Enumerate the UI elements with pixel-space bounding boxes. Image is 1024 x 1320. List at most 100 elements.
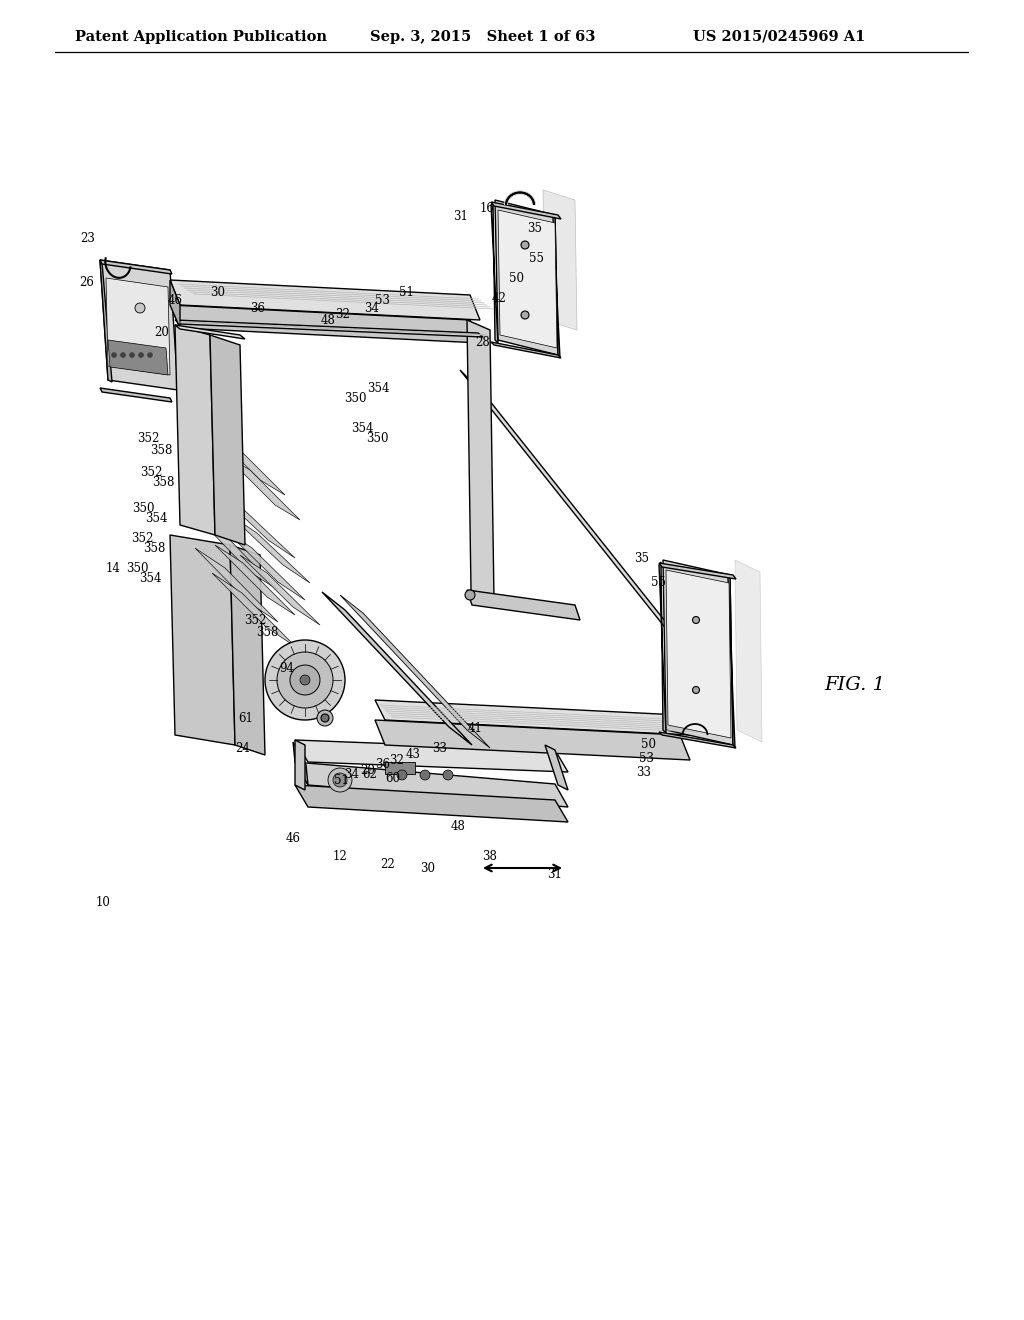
Polygon shape [375,719,690,760]
Polygon shape [240,554,319,624]
Text: 62: 62 [362,767,378,780]
Text: 34: 34 [344,768,359,781]
Polygon shape [215,490,295,558]
Text: 32: 32 [389,754,404,767]
Polygon shape [385,762,415,774]
Text: Sep. 3, 2015   Sheet 1 of 63: Sep. 3, 2015 Sheet 1 of 63 [370,30,595,44]
Circle shape [333,774,347,787]
Text: 61: 61 [239,711,253,725]
Text: FIG. 1: FIG. 1 [824,676,886,694]
Text: 23: 23 [81,231,95,244]
Polygon shape [175,325,245,339]
Text: 60: 60 [385,771,400,784]
Polygon shape [490,342,561,358]
Text: 46: 46 [168,293,182,306]
Circle shape [265,640,345,719]
Polygon shape [553,215,560,358]
Polygon shape [735,560,762,742]
Text: 358: 358 [142,541,165,554]
Polygon shape [375,700,690,735]
Text: 48: 48 [321,314,336,326]
Circle shape [278,652,333,708]
Text: 358: 358 [152,477,174,490]
Circle shape [135,304,145,313]
Text: 350: 350 [132,502,155,515]
Circle shape [465,590,475,601]
Text: US 2015/0245969 A1: US 2015/0245969 A1 [693,30,865,44]
Text: 36: 36 [251,301,265,314]
Polygon shape [170,280,180,327]
Circle shape [328,768,352,792]
Circle shape [443,770,453,780]
Text: 10: 10 [95,895,111,908]
Circle shape [138,352,143,358]
Text: 26: 26 [80,276,94,289]
Text: 38: 38 [482,850,498,862]
Text: Patent Application Publication: Patent Application Publication [75,30,327,44]
Text: 41: 41 [468,722,482,734]
Polygon shape [225,455,300,520]
Text: 31: 31 [454,210,468,223]
Text: 53: 53 [375,293,389,306]
Text: 43: 43 [406,748,421,762]
Polygon shape [210,430,285,495]
Circle shape [147,352,153,358]
Circle shape [300,675,310,685]
Polygon shape [467,590,580,620]
Text: 30: 30 [211,286,225,300]
Text: 352: 352 [140,466,162,479]
Polygon shape [543,190,577,330]
Text: 354: 354 [367,381,389,395]
Text: 51: 51 [398,285,414,298]
Polygon shape [225,531,305,601]
Polygon shape [212,573,296,647]
Text: 350: 350 [344,392,367,404]
Text: 50: 50 [509,272,523,285]
Text: 352: 352 [244,614,266,627]
Text: 354: 354 [144,511,167,524]
Text: 14: 14 [105,561,121,574]
Text: 31: 31 [548,869,562,882]
Polygon shape [170,305,480,343]
Text: 20: 20 [360,763,376,776]
Polygon shape [175,319,483,337]
Text: 35: 35 [635,552,649,565]
Circle shape [317,710,333,726]
Text: 35: 35 [527,222,543,235]
Polygon shape [460,370,700,665]
Circle shape [692,686,699,693]
Polygon shape [545,744,568,789]
Text: 354: 354 [138,572,161,585]
Text: 94: 94 [280,661,295,675]
Circle shape [692,616,699,623]
Text: 12: 12 [333,850,347,862]
Text: 36: 36 [376,759,390,771]
Text: 358: 358 [256,626,279,639]
Polygon shape [659,733,736,748]
Polygon shape [210,335,245,545]
Polygon shape [490,202,498,343]
Text: 24: 24 [236,742,251,755]
Polygon shape [659,562,666,733]
Polygon shape [100,260,178,389]
Text: 354: 354 [351,421,374,434]
Text: 33: 33 [432,742,447,755]
Text: 51: 51 [334,774,348,787]
Text: 20: 20 [155,326,169,338]
Polygon shape [340,595,490,748]
Polygon shape [322,591,472,744]
Circle shape [521,242,529,249]
Polygon shape [498,210,557,348]
Text: 28: 28 [475,335,490,348]
Polygon shape [108,341,168,375]
Circle shape [129,352,134,358]
Text: 350: 350 [126,561,148,574]
Polygon shape [295,762,568,807]
Polygon shape [490,202,561,219]
Text: 53: 53 [640,751,654,764]
Polygon shape [293,742,308,785]
Polygon shape [295,741,305,789]
Polygon shape [666,570,731,738]
Polygon shape [295,741,568,772]
Polygon shape [175,325,215,535]
